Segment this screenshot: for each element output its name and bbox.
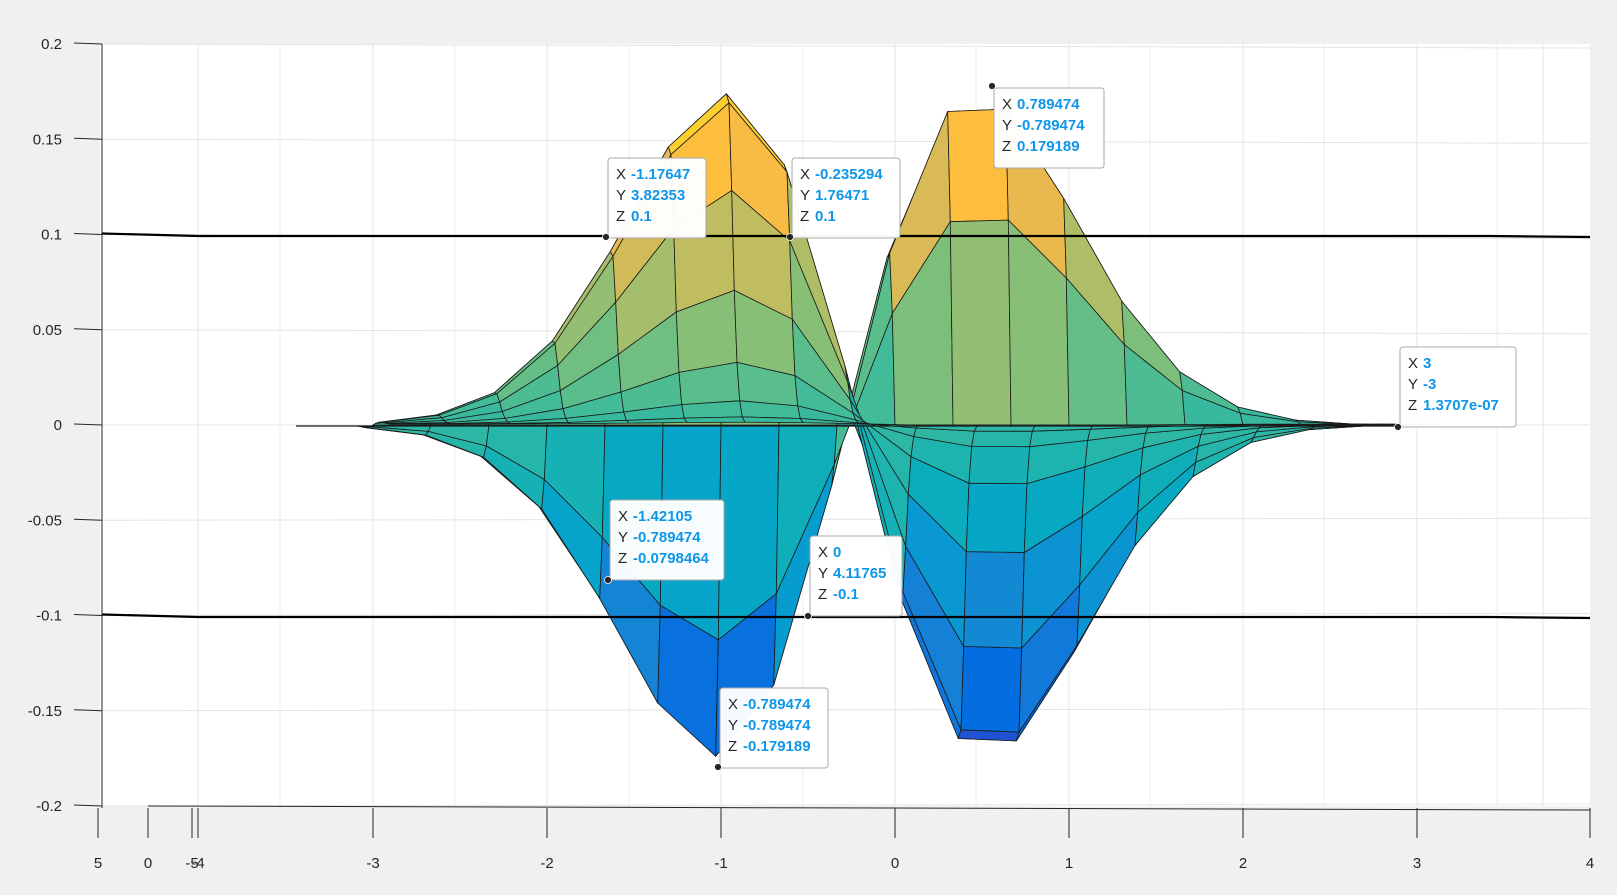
datatip-x-label: X: [728, 696, 738, 713]
z-tick: [74, 138, 102, 139]
datatip-y-value: 4.11765: [833, 565, 886, 582]
datatip-x-value: 0: [833, 544, 841, 561]
datatip-marker: [805, 613, 812, 620]
datatip[interactable]: X -1.42105 Y -0.789474 Z -0.0798464: [605, 500, 725, 584]
datatip-z-value: -0.1: [833, 586, 859, 603]
datatip-y-label: Y: [800, 187, 810, 204]
x-tick-label: 0: [891, 855, 899, 872]
datatip-y-label: Y: [1002, 117, 1012, 134]
x-tick-label: 0: [144, 855, 152, 872]
datatip-x-label: X: [1408, 355, 1418, 372]
x-tick-label: -2: [540, 855, 553, 872]
datatip-z-value: 0.1: [815, 208, 836, 225]
z-tick: [74, 710, 102, 711]
surface-patch: [1264, 424, 1325, 425]
z-tick: [74, 234, 102, 235]
datatip-z-label: Z: [728, 738, 737, 755]
datatip-y-label: Y: [1408, 376, 1418, 393]
surface-patch: [684, 417, 745, 423]
datatip-x-label: X: [616, 166, 626, 183]
surface-patch: [964, 552, 1025, 648]
surface-patch: [950, 220, 1011, 425]
datatip-z-value: -0.179189: [743, 738, 811, 755]
datatip-x-value: -0.789474: [743, 696, 811, 713]
x-tick-label: -3: [366, 855, 379, 872]
z-tick: [74, 519, 102, 520]
surface-patch: [966, 483, 1027, 552]
datatip-x-value: -1.42105: [633, 508, 692, 525]
datatip-z-value: -0.0798464: [633, 550, 710, 567]
z-tick-label: 0.15: [33, 131, 62, 148]
datatip[interactable]: X -0.789474 Y -0.789474 Z -0.179189: [715, 688, 829, 771]
datatip-x-label: X: [800, 166, 810, 183]
x-tick-label: -1: [714, 855, 727, 872]
datatip-y-value: -0.789474: [1017, 117, 1085, 134]
z-tick-label: -0.05: [28, 512, 62, 529]
datatip-z-label: Z: [800, 208, 809, 225]
z-tick-label: 0.05: [33, 322, 62, 339]
datatip-y-value: -0.789474: [743, 717, 811, 734]
datatip-marker: [1395, 424, 1402, 431]
datatip-x-value: -1.17647: [631, 166, 690, 183]
datatip[interactable]: X -0.235294 Y 1.76471 Z 0.1: [787, 158, 901, 241]
x-tick-label: 1: [1065, 855, 1073, 872]
datatip-y-value: -3: [1423, 376, 1436, 393]
z-tick: [74, 43, 102, 44]
datatip-y-label: Y: [616, 187, 626, 204]
surface-patch: [972, 431, 1033, 447]
datatip-x-value: 3: [1423, 355, 1431, 372]
z-tick: [74, 805, 102, 806]
surface-patch: [974, 426, 1035, 431]
datatip-x-label: X: [1002, 96, 1012, 113]
z-tick-label: 0: [54, 417, 62, 434]
surface-patch: [961, 646, 1022, 732]
datatip-x-label: X: [818, 544, 828, 561]
datatip-y-value: -0.789474: [633, 529, 701, 546]
surface-patch: [452, 424, 513, 425]
datatip-z-label: Z: [618, 550, 627, 567]
z-tick: [74, 329, 102, 330]
datatip-y-value: 3.82353: [631, 187, 685, 204]
z-tick-label: -0.2: [36, 798, 62, 815]
datatip-marker: [605, 577, 612, 584]
x-axis-line: [148, 806, 1590, 810]
datatip-z-value: 0.179189: [1017, 138, 1080, 155]
datatip-marker: [787, 234, 794, 241]
z-tick: [74, 424, 102, 425]
datatip-x-value: -0.235294: [815, 166, 883, 183]
datatip[interactable]: X -1.17647 Y 3.82353 Z 0.1: [603, 158, 707, 241]
datatip-z-value: 1.3707e-07: [1423, 397, 1499, 414]
x-tick-label: 5: [94, 855, 102, 872]
datatip-y-label: Y: [728, 717, 738, 734]
z-tick-label: 0.1: [41, 227, 62, 244]
datatip-z-label: Z: [616, 208, 625, 225]
z-tick-label: 0.2: [41, 36, 62, 53]
surface-patch: [969, 447, 1030, 484]
datatip-y-label: Y: [618, 529, 628, 546]
datatip-marker: [989, 83, 996, 90]
datatip-marker: [715, 764, 722, 771]
datatip[interactable]: X 0.789474 Y -0.789474 Z 0.179189: [989, 83, 1105, 169]
datatip-z-label: Z: [1408, 397, 1417, 414]
datatip-x-label: X: [618, 508, 628, 525]
datatip-y-value: 1.76471: [815, 187, 869, 204]
z-tick-label: -0.1: [36, 608, 62, 625]
x-tick-label: 2: [1239, 855, 1247, 872]
z-tick: [74, 615, 102, 616]
x-tick-label: -4: [191, 855, 204, 872]
datatip-z-value: 0.1: [631, 208, 652, 225]
datatip-y-label: Y: [818, 565, 828, 582]
x-tick-label: 4: [1586, 855, 1594, 872]
datatip-z-label: Z: [1002, 138, 1011, 155]
x-tick-label: 3: [1413, 855, 1421, 872]
datatip-marker: [603, 234, 610, 241]
datatip-x-value: 0.789474: [1017, 96, 1080, 113]
datatip-z-label: Z: [818, 586, 827, 603]
z-tick-label: -0.15: [28, 703, 62, 720]
